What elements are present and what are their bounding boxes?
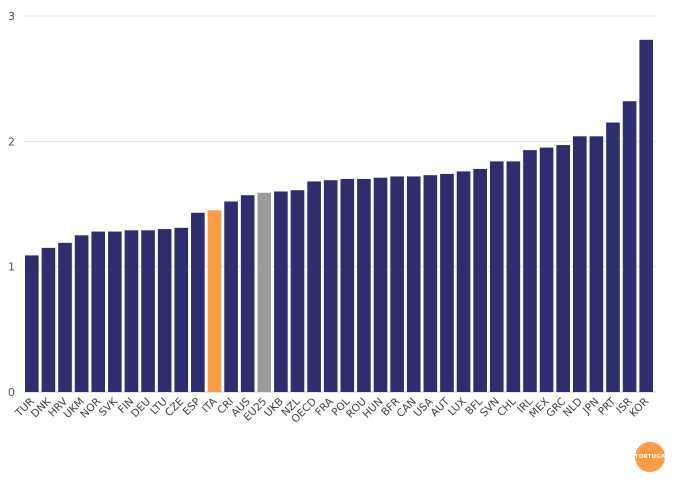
bar-tur (25, 255, 39, 392)
bars (25, 39, 654, 393)
y-axis-ticks: 0 1 2 3 (8, 10, 15, 399)
bar-oecd (307, 181, 321, 392)
bar-prt (606, 122, 620, 392)
bar-cze (174, 227, 189, 392)
bar-chl (506, 161, 521, 392)
bar-hrv (58, 242, 72, 392)
bar-rou (357, 178, 371, 392)
y-tick-label: 2 (8, 135, 15, 148)
bar-kor (639, 39, 654, 393)
bar-dnk (41, 247, 56, 392)
bar-fra (323, 180, 338, 392)
bar-ukm (74, 235, 89, 392)
bar-ita (207, 210, 222, 392)
bar-usa (423, 175, 438, 392)
bar-nzl (290, 190, 305, 392)
logo-text: TORTUGA (634, 454, 666, 460)
bar-svk (108, 231, 122, 392)
bar-irl (523, 150, 537, 392)
bar-can (406, 176, 421, 392)
bar-aut (440, 173, 454, 392)
y-tick-label: 3 (8, 10, 15, 23)
x-tick-label-kor: KOR (627, 396, 651, 420)
bar-bfl (473, 168, 487, 392)
bar-isr (622, 101, 637, 392)
bar-cri (224, 201, 238, 392)
bar-jpn (589, 136, 604, 392)
bar-hun (373, 177, 388, 392)
x-axis-labels: TURDNKHRVUKMNORSVKFINDEULTUCZEESPITACRIA… (13, 395, 652, 426)
bar-esp (191, 212, 205, 392)
bar-eu25 (257, 192, 272, 392)
bar-aus (240, 195, 255, 392)
bar-fin (124, 230, 139, 392)
bar-grc (556, 145, 570, 392)
bar-pol (340, 178, 355, 392)
bar-svn (489, 161, 504, 392)
bar-nld (572, 136, 587, 392)
bar-mex (539, 147, 554, 392)
bar-deu (141, 230, 155, 392)
bar-lux (456, 171, 471, 392)
bar-nor (91, 231, 106, 392)
y-tick-label: 1 (8, 261, 15, 274)
y-tick-label: 0 (8, 386, 15, 399)
bar-ukb (274, 191, 288, 392)
tortuga-logo: TORTUGA (635, 442, 665, 472)
bar-ltu (157, 229, 172, 392)
bar-bfr (390, 176, 404, 392)
